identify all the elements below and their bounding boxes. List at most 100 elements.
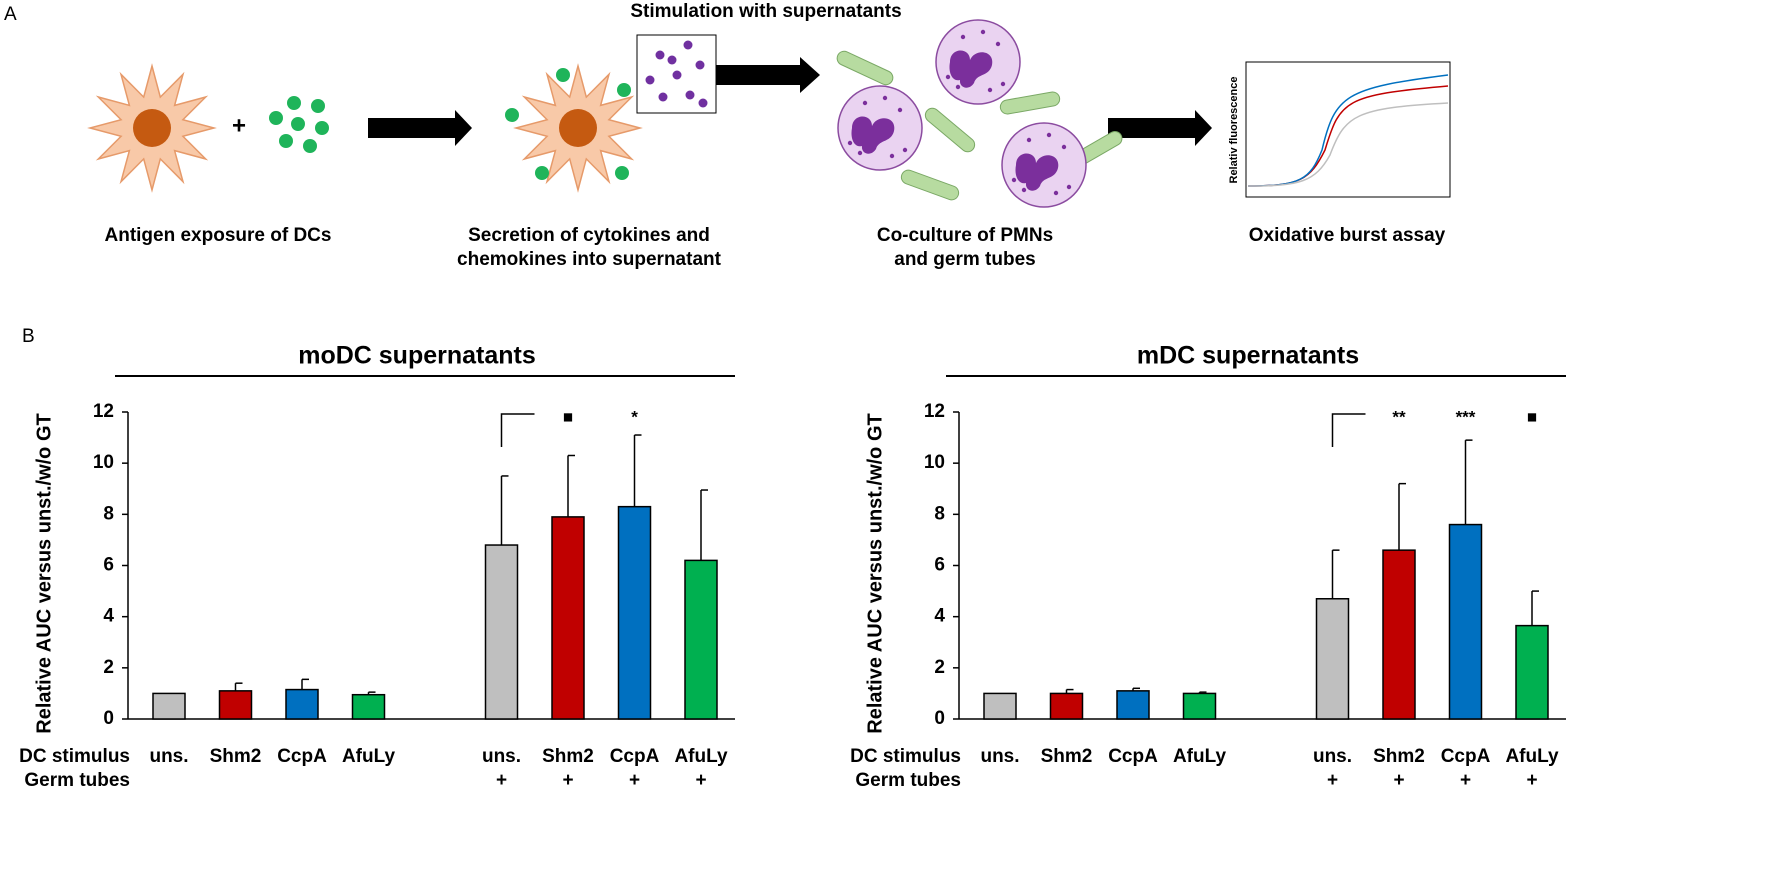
inset-curve [1247,102,1449,187]
y-tick-label: 6 [103,555,114,576]
chart-title: mDC supernatants [1137,342,1359,370]
bar [1382,549,1416,720]
y-tick-label: 6 [934,555,945,576]
x-tick-label: uns. [1313,746,1352,767]
cytokine [655,50,665,60]
germ-tube [836,50,894,86]
bar [1315,598,1350,720]
y-tick-label: 12 [93,401,114,422]
inset-curve [1247,74,1449,187]
x-tick-label: CcpA [1441,746,1491,767]
germ-tube [999,91,1061,115]
arrow [455,110,472,146]
bar [684,559,718,720]
cytokine [698,98,708,108]
x-tick-label: CcpA [610,746,660,767]
step-caption: Co-culture of PMNs [877,225,1053,246]
granule [987,87,993,93]
cytokine [672,70,682,80]
arrow [368,118,455,138]
x-tick-label: CcpA [277,746,327,767]
row-label: DC stimulus [850,746,961,767]
granule [847,140,853,146]
x-tick-label: uns. [482,746,521,767]
germ-tube-label: + [1327,770,1338,791]
granule [897,107,903,113]
neutrophil-nucleus [1015,153,1059,191]
granule [1053,190,1059,196]
arrow [1195,110,1212,146]
bar [351,693,386,720]
germ-tube-label: + [1526,770,1537,791]
x-tick-label: Shm2 [542,746,594,767]
inset-axis-label: Relativ fluorescence [1228,77,1240,184]
bar [1448,523,1483,720]
granule [995,41,1001,47]
antigen [269,111,283,125]
germ-tube [924,107,976,153]
granule [889,153,895,159]
y-tick-label: 4 [934,606,945,627]
bar [152,692,186,720]
y-tick-label: 8 [103,503,114,524]
granule [1061,144,1067,150]
granule [1066,184,1072,190]
cytokine [685,90,695,100]
bar [1116,690,1150,720]
neutrophil-nucleus [949,50,993,88]
x-tick-label: uns. [980,746,1019,767]
x-tick-label: uns. [149,746,188,767]
arrow [716,65,800,85]
antigen [303,139,317,153]
cytokine [683,40,693,50]
y-tick-label: 8 [934,503,945,524]
germ-tube-label: + [1460,770,1471,791]
x-tick-label: AfuLy [1173,746,1227,767]
neutrophil-nucleus [851,116,895,154]
step-caption: and germ tubes [894,249,1035,270]
bar [218,690,253,720]
panel-label: B [22,326,35,347]
significance: ■ [563,407,573,426]
germ-tube-label: + [695,770,706,791]
step-caption: Oxidative burst assay [1249,225,1446,246]
y-axis-label: Relative AUC versus unst./w/o GT [33,413,55,733]
bar [1515,624,1549,720]
cytokine [645,75,655,85]
step-caption: Secretion of cytokines and [468,225,710,246]
antigen [311,99,325,113]
granule [945,74,951,80]
antigen [291,117,305,131]
comparison-bracket [500,413,535,447]
illustration [87,19,1451,208]
bar [1049,692,1084,720]
nucleus [559,109,597,147]
germ-tube-label: + [496,770,507,791]
bar [1182,692,1217,720]
row-label: DC stimulus [19,746,130,767]
bar [551,516,585,720]
x-tick-label: AfuLy [342,746,396,767]
inset-plot [1245,61,1451,198]
significance: *** [1456,407,1476,426]
antigen [556,68,570,82]
x-tick-label: AfuLy [674,746,728,767]
bar [983,692,1017,720]
germ-tube-label: + [562,770,573,791]
y-tick-label: 2 [934,657,945,678]
x-tick-label: CcpA [1108,746,1158,767]
y-axis-label: Relative AUC versus unst./w/o GT [864,413,886,733]
antigen [287,96,301,110]
antigen [505,108,519,122]
row-label: Germ tubes [855,770,961,791]
germ-tube [900,169,960,201]
x-tick-label: AfuLy [1505,746,1559,767]
granule [857,150,863,156]
y-tick-label: 0 [934,708,945,729]
antigen [617,83,631,97]
bar [285,688,319,720]
bar [484,544,519,720]
arrow [800,57,820,93]
x-tick-label: Shm2 [1373,746,1425,767]
